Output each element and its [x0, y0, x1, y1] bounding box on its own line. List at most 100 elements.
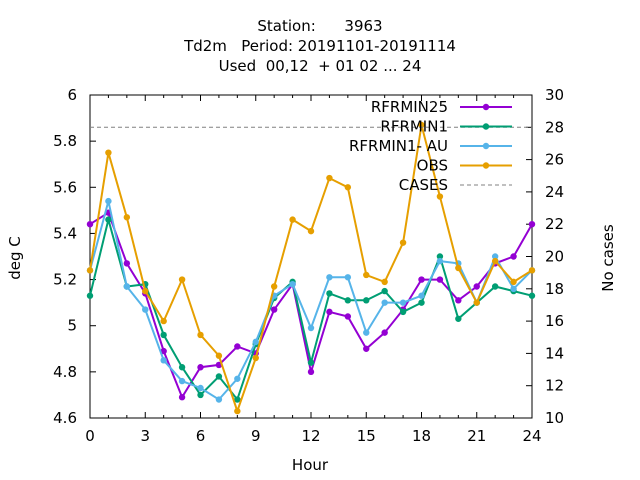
- data-point: [418, 299, 425, 306]
- data-point: [215, 396, 223, 403]
- legend-label: CASES: [399, 176, 448, 194]
- data-point: [197, 364, 204, 371]
- data-point: [344, 297, 352, 304]
- data-point: [418, 292, 425, 299]
- data-point: [455, 297, 462, 304]
- data-point: [252, 338, 259, 346]
- data-point: [307, 227, 315, 235]
- data-point: [528, 221, 536, 228]
- data-point: [215, 373, 223, 380]
- data-point: [436, 276, 444, 283]
- y-tick-label: 6: [67, 86, 77, 104]
- x-tick-label: 0: [85, 427, 95, 445]
- data-point: [215, 352, 223, 359]
- data-point: [160, 317, 167, 325]
- data-point: [399, 308, 407, 316]
- series-layer: [86, 121, 536, 415]
- data-point: [436, 193, 444, 200]
- y-tick-label: 5.4: [53, 224, 77, 242]
- data-point: [510, 285, 517, 292]
- data-point: [455, 315, 462, 322]
- chart-title-line-3: Used 00,12 + 01 02 ... 24: [218, 57, 422, 75]
- data-point: [363, 297, 370, 304]
- data-point: [326, 290, 333, 297]
- data-point: [510, 278, 517, 286]
- y-tick-label: 5.2: [53, 271, 77, 289]
- y2-tick-label: 24: [545, 183, 564, 201]
- legend-swatch-marker: [482, 162, 490, 169]
- y2-tick-label: 30: [545, 86, 564, 104]
- data-point: [160, 357, 167, 364]
- data-point: [363, 271, 370, 279]
- data-point: [399, 299, 407, 306]
- data-point: [473, 283, 480, 290]
- data-point: [178, 276, 186, 283]
- data-point: [436, 257, 444, 265]
- data-point: [234, 407, 241, 415]
- x-tick-label: 3: [140, 427, 150, 445]
- data-point: [86, 221, 94, 228]
- axes-layer: 0 3 6 9 12 15 18 21 24 4.6 4.8 5 5.2 5.4 5.6 5.8 6 10 12 14…: [53, 86, 564, 445]
- chart-title-line-2: Td2m Period: 20191101-20191114: [184, 37, 456, 55]
- data-point: [270, 283, 278, 290]
- data-point: [528, 267, 536, 274]
- data-point: [123, 283, 131, 290]
- y2-tick-label: 10: [545, 409, 564, 427]
- data-point: [252, 354, 259, 362]
- legend-swatch-marker: [482, 103, 490, 111]
- y-tick-label: 5: [67, 317, 77, 335]
- y2-tick-label: 16: [545, 312, 564, 330]
- data-point: [234, 396, 241, 403]
- data-point: [86, 267, 94, 274]
- chart-title-line-1: Station: 3963: [257, 17, 383, 35]
- data-point: [491, 253, 499, 260]
- x-tick-label: 24: [522, 427, 541, 445]
- data-point: [178, 394, 186, 401]
- data-point: [197, 331, 204, 339]
- data-point: [234, 343, 241, 350]
- y2-tick-label: 18: [545, 280, 564, 298]
- legend-swatch-marker: [482, 123, 490, 130]
- data-point: [197, 384, 204, 392]
- data-point: [418, 121, 425, 129]
- legend-label: RFRMIN1: [380, 118, 448, 136]
- data-point: [381, 299, 388, 306]
- data-point: [399, 239, 407, 246]
- data-point: [381, 287, 388, 295]
- data-point: [289, 216, 296, 223]
- data-point: [178, 377, 186, 385]
- x-tick-label: 21: [467, 427, 486, 445]
- y2-tick-label: 26: [545, 151, 564, 169]
- data-point: [455, 264, 462, 272]
- legend-label: OBS: [417, 157, 448, 175]
- data-point: [160, 331, 167, 339]
- data-point: [178, 364, 186, 371]
- data-point: [473, 299, 480, 306]
- data-point: [344, 184, 352, 191]
- data-point: [142, 306, 149, 313]
- data-point: [363, 345, 370, 352]
- data-point: [289, 280, 296, 288]
- y2-tick-label: 28: [545, 118, 564, 136]
- x-tick-label: 6: [196, 427, 206, 445]
- legend-label: RFRMIN1- AU: [349, 137, 448, 155]
- data-point: [270, 306, 278, 313]
- data-point: [197, 391, 204, 399]
- data-point: [326, 174, 333, 182]
- y-tick-label: 5.6: [53, 178, 77, 196]
- y-tick-label: 4.8: [53, 363, 77, 381]
- data-point: [307, 324, 315, 332]
- data-point: [326, 274, 333, 281]
- data-point: [142, 287, 149, 295]
- x-tick-label: 18: [412, 427, 431, 445]
- data-point: [105, 216, 112, 223]
- y2-axis-label: No cases: [599, 224, 617, 292]
- data-point: [326, 308, 333, 316]
- data-point: [510, 253, 517, 260]
- data-point: [528, 292, 536, 299]
- legend-swatch-marker: [482, 142, 490, 150]
- data-point: [491, 283, 499, 290]
- data-point: [123, 214, 131, 221]
